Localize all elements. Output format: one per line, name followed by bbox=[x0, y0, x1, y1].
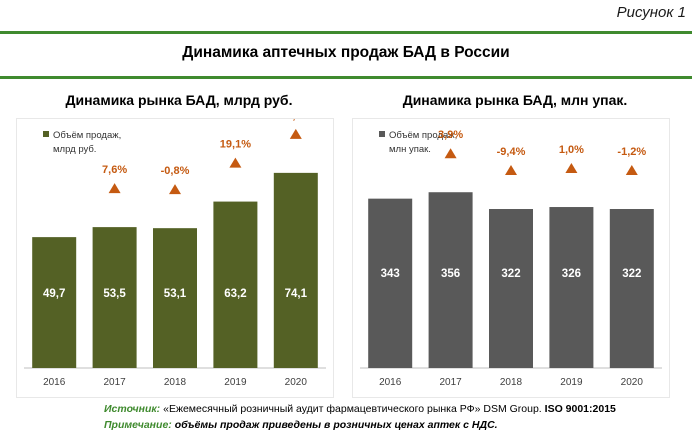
category-label: 2018 bbox=[500, 377, 523, 388]
growth-label: 1,0% bbox=[559, 144, 584, 156]
growth-marker bbox=[444, 148, 457, 159]
category-label: 2016 bbox=[379, 377, 402, 388]
main-title: Динамика аптечных продаж БАД в России bbox=[182, 44, 510, 61]
bar-value-label: 343 bbox=[381, 268, 400, 280]
right-chart-svg: Объём продаж, млн упак. 343 2016 356 2017 3,9%… bbox=[360, 129, 662, 388]
bar-value-label: 74,1 bbox=[285, 288, 308, 300]
legend-swatch bbox=[379, 131, 385, 137]
bar-value-label: 322 bbox=[622, 268, 641, 280]
bar bbox=[549, 207, 594, 368]
right-chart-title: Динамика рынка БАД, млн упак. bbox=[402, 92, 628, 108]
source-iso: ISO 9001:2015 bbox=[544, 403, 616, 415]
title-rule bbox=[0, 76, 692, 79]
legend-text: млрд руб. bbox=[53, 144, 96, 155]
category-label: 2019 bbox=[224, 377, 247, 388]
category-label: 2019 bbox=[560, 377, 583, 388]
growth-label: 19,1% bbox=[220, 139, 251, 151]
bar bbox=[273, 172, 318, 368]
source-line: Источник: «Ежемесячный розничный аудит ф… bbox=[104, 403, 616, 415]
figure-label: Рисунок 1 bbox=[616, 4, 686, 21]
growth-marker bbox=[565, 163, 578, 174]
bar bbox=[32, 237, 77, 368]
note-text: объёмы продаж приведены в розничных цена… bbox=[171, 419, 498, 431]
growth-marker bbox=[108, 183, 121, 194]
growth-marker bbox=[289, 128, 302, 139]
left-chart: Объём продаж, млрд руб. 49,7 2016 53,5 2017 7,… bbox=[16, 118, 334, 398]
growth-label: -1,2% bbox=[617, 146, 646, 158]
category-label: 2017 bbox=[439, 377, 462, 388]
bar bbox=[92, 227, 137, 368]
bar bbox=[609, 209, 654, 368]
bar bbox=[213, 201, 258, 368]
bar-value-label: 49,7 bbox=[43, 288, 65, 300]
growth-marker bbox=[229, 157, 242, 168]
top-rule bbox=[0, 31, 692, 34]
bar-value-label: 63,2 bbox=[224, 288, 246, 300]
bar bbox=[489, 209, 533, 368]
legend-text: млн упак. bbox=[389, 144, 431, 155]
right-chart: Объём продаж, млн упак. 343 2016 356 2017 3,9%… bbox=[352, 118, 670, 398]
bar bbox=[368, 198, 413, 368]
category-label: 2017 bbox=[103, 377, 126, 388]
growth-marker bbox=[625, 165, 638, 176]
bar-value-label: 322 bbox=[501, 268, 520, 280]
growth-label: -0,8% bbox=[161, 165, 190, 177]
note-label: Примечание: bbox=[104, 419, 172, 431]
category-label: 2020 bbox=[621, 377, 644, 388]
left-chart-title: Динамика рынка БАД, млрд руб. bbox=[65, 92, 293, 108]
legend-text: Объём продаж, bbox=[53, 130, 121, 141]
growth-label: 7,6% bbox=[102, 164, 127, 176]
growth-label: 3,9% bbox=[438, 129, 463, 141]
bar bbox=[428, 192, 473, 368]
bar bbox=[153, 228, 197, 368]
growth-marker bbox=[505, 165, 517, 176]
bar-value-label: 53,5 bbox=[103, 288, 126, 300]
bar-value-label: 326 bbox=[562, 268, 581, 280]
growth-label: -9,4% bbox=[497, 146, 526, 158]
bar-value-label: 53,1 bbox=[164, 288, 187, 300]
growth-label: 17,1% bbox=[280, 119, 311, 122]
source-text: «Ежемесячный розничный аудит фармацевтич… bbox=[160, 403, 545, 415]
growth-marker bbox=[169, 184, 181, 195]
legend-swatch bbox=[43, 131, 49, 137]
category-label: 2016 bbox=[43, 377, 66, 388]
source-label: Источник: bbox=[104, 403, 161, 415]
category-label: 2018 bbox=[164, 377, 187, 388]
bar-value-label: 356 bbox=[441, 268, 460, 280]
legend-text: Объём продаж, bbox=[389, 130, 457, 141]
category-label: 2020 bbox=[285, 377, 308, 388]
note-line: Примечание: объёмы продаж приведены в ро… bbox=[104, 419, 498, 431]
left-chart-svg: Объём продаж, млрд руб. 49,7 2016 53,5 2017 7,… bbox=[24, 119, 326, 388]
